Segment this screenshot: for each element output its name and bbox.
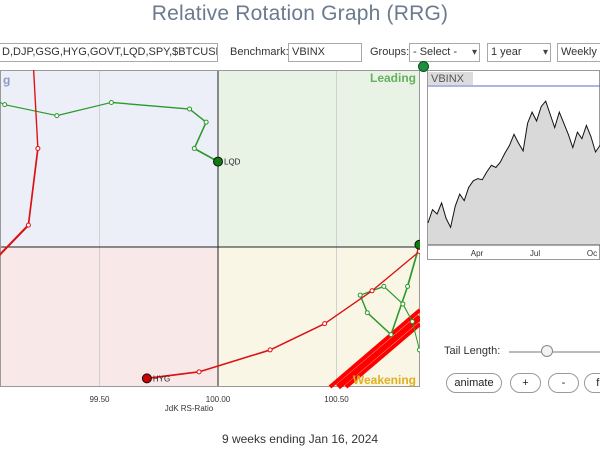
tail-point bbox=[187, 106, 193, 112]
tail-point bbox=[369, 288, 375, 294]
frequency-select[interactable]: Weekly bbox=[557, 43, 600, 62]
leading-quadrant bbox=[218, 70, 420, 247]
weakening-quadrant bbox=[218, 247, 420, 387]
mini-chart-x-label: Oc bbox=[587, 249, 597, 258]
x-tick-label: 100.50 bbox=[324, 395, 349, 404]
mini-chart-area bbox=[428, 101, 600, 245]
benchmark-mini-chart: VBINX Apr Jul Oc bbox=[427, 70, 600, 260]
benchmark-label: Benchmark: bbox=[230, 46, 289, 58]
tail-point bbox=[35, 145, 41, 151]
tail-lqd: LQD bbox=[0, 99, 241, 167]
tail-segment bbox=[366, 311, 392, 336]
label-hyg: HYG bbox=[153, 374, 170, 383]
tail-point bbox=[405, 283, 411, 289]
label-lqd: LQD bbox=[224, 158, 241, 167]
tail-segment bbox=[188, 108, 207, 123]
x-tick-label: 99.50 bbox=[89, 395, 110, 404]
tail-segment bbox=[4, 104, 58, 117]
weakening-band bbox=[328, 308, 422, 390]
tail-point bbox=[409, 318, 415, 324]
tail-segment bbox=[402, 303, 413, 323]
benchmark-input[interactable]: VBINX bbox=[288, 43, 362, 62]
point-head-hyg[interactable] bbox=[141, 373, 152, 384]
page-title: Relative Rotation Graph (RRG) bbox=[151, 2, 449, 25]
tail-segment bbox=[371, 250, 421, 292]
tail-segment bbox=[56, 101, 112, 117]
tail-segment bbox=[27, 147, 39, 226]
tail-segment bbox=[383, 285, 404, 305]
tail-point bbox=[203, 119, 209, 125]
point-head-lqd[interactable] bbox=[213, 156, 223, 167]
tail-point bbox=[322, 321, 328, 327]
tail-point bbox=[267, 347, 273, 353]
tail-point bbox=[191, 145, 197, 151]
mini-chart-series bbox=[427, 100, 600, 245]
benchmark-panel: VBINX Apr Jul Oc bbox=[427, 70, 600, 260]
animate-button[interactable]: animate bbox=[446, 373, 502, 393]
tail-length-slider-thumb[interactable] bbox=[541, 345, 553, 357]
tail-length-track[interactable] bbox=[509, 351, 600, 353]
tail-segment bbox=[0, 224, 30, 256]
improving-quadrant bbox=[0, 70, 218, 247]
groups-label: Groups: bbox=[370, 46, 410, 58]
tail-length-label: Tail Length: bbox=[444, 345, 501, 357]
mini-chart-x-label: Apr bbox=[471, 249, 484, 258]
fit-button[interactable]: fi bbox=[584, 373, 600, 393]
rrg-tails: LQDSPYGOVTHYG bbox=[0, 29, 489, 384]
tail-point bbox=[2, 102, 8, 108]
tail-segment bbox=[146, 370, 200, 380]
tail-point bbox=[108, 99, 114, 105]
lagging-quadrant bbox=[0, 247, 218, 387]
x-axis-label: JdK RS-Ratio bbox=[165, 404, 214, 413]
tail-point bbox=[416, 347, 422, 353]
x-tick-label: 100.00 bbox=[206, 395, 231, 404]
tail-point bbox=[196, 369, 202, 375]
tail-segment bbox=[323, 290, 373, 325]
improving-label: g bbox=[3, 73, 10, 87]
zoom-in-button[interactable]: + bbox=[510, 373, 541, 393]
zoom-out-button[interactable]: - bbox=[548, 373, 579, 393]
mini-chart-x-labels: Apr Jul Oc bbox=[471, 249, 597, 258]
tail-segment bbox=[198, 349, 271, 373]
mini-chart-line bbox=[427, 100, 600, 229]
tail-point bbox=[54, 113, 60, 119]
tail-segment bbox=[193, 121, 207, 150]
period-caption: 9 weeks ending Jan 16, 2024 bbox=[221, 432, 379, 446]
rrg-chart[interactable]: g Leading Weakening LQDSPYGOVTHYG 98.509… bbox=[0, 29, 586, 415]
mini-chart-x-label: Jul bbox=[530, 249, 540, 258]
groups-select[interactable]: - Select - bbox=[409, 43, 480, 62]
tail-point bbox=[357, 292, 363, 298]
tail-segment bbox=[32, 60, 39, 150]
tail-segment bbox=[269, 322, 326, 351]
tail-point bbox=[381, 283, 387, 289]
tail-point bbox=[416, 248, 422, 254]
tail-segment bbox=[390, 285, 409, 336]
tail-point bbox=[25, 222, 31, 228]
controls-bar: D,DJP,GSG,HYG,GOVT,LQD,SPY,$BTCUSD Bench… bbox=[0, 43, 600, 65]
chart-handle[interactable] bbox=[418, 61, 429, 72]
weakening-label: Weakening bbox=[353, 373, 416, 387]
mini-chart-symbol: VBINX bbox=[431, 73, 465, 85]
tail-segment bbox=[110, 101, 191, 110]
tail-segment bbox=[411, 320, 420, 351]
period-select[interactable]: 1 year bbox=[487, 43, 551, 62]
mini-chart-symbol-box bbox=[428, 72, 473, 85]
tail-point bbox=[364, 310, 370, 316]
tail-point bbox=[400, 301, 406, 307]
rrg-chart-area: g Leading Weakening LQDSPYGOVTHYG 98.509… bbox=[0, 29, 586, 415]
plot-border bbox=[0, 70, 420, 387]
tail-point bbox=[388, 332, 394, 338]
point-head-spy[interactable] bbox=[414, 239, 425, 250]
leading-label: Leading bbox=[370, 71, 416, 85]
symbols-input[interactable]: D,DJP,GSG,HYG,GOVT,LQD,SPY,$BTCUSD bbox=[0, 43, 218, 62]
